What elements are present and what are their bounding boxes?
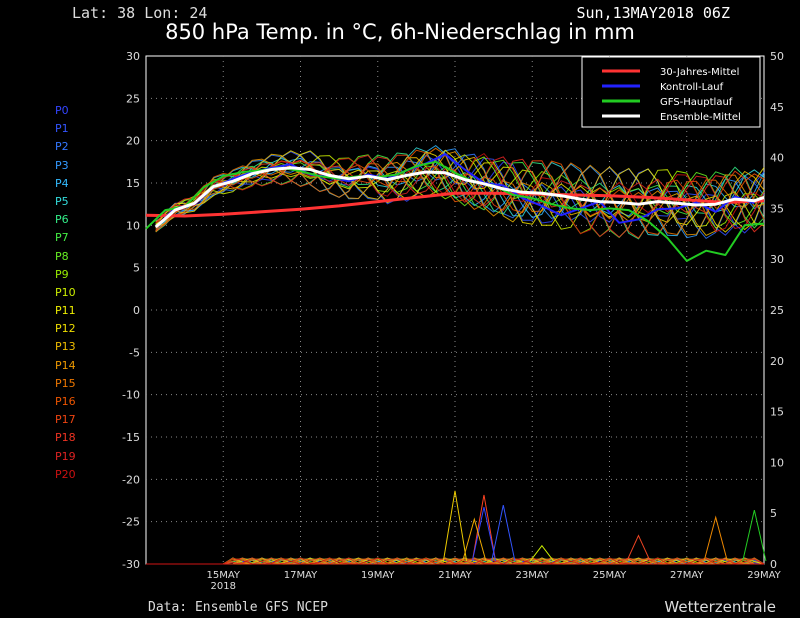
precip-peak: [742, 510, 767, 562]
y-right-tick-label: 20: [770, 355, 784, 368]
member-label: P16: [55, 395, 76, 408]
ensemble-member-line: [155, 150, 765, 233]
precip-peak: [529, 544, 554, 562]
precip-member-line: [146, 557, 764, 565]
y-left-tick-label: 0: [133, 304, 140, 317]
member-label: P8: [55, 249, 69, 263]
precip-peak: [471, 494, 497, 562]
legend-entry-label: 30-Jahres-Mittel: [660, 67, 739, 78]
member-label: P2: [55, 140, 69, 154]
y-left-tick-label: 15: [126, 177, 140, 190]
y-right-tick-label: 25: [770, 304, 784, 317]
ensemble-member-line: [155, 144, 765, 237]
precip-member-line: [146, 557, 765, 565]
x-tick-label: 15MAY: [206, 570, 240, 581]
y-right-tick-label: 5: [770, 507, 777, 520]
y-left-tick-label: 10: [126, 219, 140, 232]
member-label: P1: [55, 122, 69, 136]
member-label: P18: [55, 431, 76, 445]
location-label: Lat: 38 Lon: 24: [72, 4, 208, 22]
y-left-tick-label: -15: [122, 431, 140, 444]
legend-entry-label: GFS-Hauptlauf: [660, 97, 733, 108]
member-label: P9: [55, 267, 69, 281]
y-right-tick-label: 50: [770, 50, 784, 63]
y-right-tick-label: 40: [770, 152, 784, 165]
ensemble-member-line: [155, 151, 765, 236]
member-label: P15: [55, 376, 76, 390]
y-left-tick-label: 20: [126, 135, 140, 148]
x-tick-label: 29MAY: [747, 570, 781, 581]
member-label: P19: [55, 449, 76, 463]
series-line: [145, 191, 765, 218]
member-list: P0 P1 P2 P3 P4 P5 P6 P7 P8 P9 P10 P11 P12 P13 P14 P15 P1…: [55, 102, 76, 484]
data-source-label: Data: Ensemble GFS NCEP: [148, 600, 329, 615]
x-tick-label: 27MAY: [670, 570, 704, 581]
y-right-tick-label: 35: [770, 202, 784, 215]
precip-peak: [442, 490, 468, 562]
member-label: P12: [55, 322, 76, 336]
member-label: P3: [55, 158, 69, 172]
member-label: P20: [55, 467, 76, 481]
precip-peak: [626, 534, 651, 562]
y-left-tick-label: 30: [126, 50, 140, 63]
member-label: P5: [55, 194, 69, 208]
x-tick-label: 19MAY: [361, 570, 395, 581]
series-line: [145, 160, 765, 262]
run-time-label: Sun,13MAY2018 06Z: [576, 4, 730, 22]
member-label: P6: [55, 213, 69, 227]
y-right-tick-label: 45: [770, 101, 784, 114]
precip-peak: [491, 504, 516, 562]
ensemble-member-line: [155, 154, 765, 238]
member-label: P0: [55, 104, 69, 117]
member-label: P13: [55, 340, 76, 354]
member-label: P4: [55, 176, 69, 190]
y-right-tick-label: 10: [770, 456, 784, 469]
brand-label: Wetterzentrale: [664, 598, 776, 616]
y-left-tick-label: -30: [122, 558, 140, 571]
member-label: P17: [55, 413, 76, 427]
member-label: P10: [55, 285, 76, 299]
legend-entry-label: Kontroll-Lauf: [660, 82, 724, 93]
precip-peak: [462, 517, 487, 562]
y-right-tick-label: 0: [770, 558, 777, 571]
y-left-tick-label: -5: [129, 346, 140, 359]
x-tick-label: 17MAY: [284, 570, 318, 581]
ensemble-member-line: [155, 149, 765, 231]
chart-title: 850 hPa Temp. in °C, 6h-Niederschlag in …: [165, 20, 635, 44]
x-tick-label: 25MAY: [593, 570, 627, 581]
x-tick-label: 23MAY: [515, 570, 549, 581]
member-label: P11: [55, 304, 76, 318]
ensemble-member-line: [155, 149, 765, 235]
member-label: P14: [55, 358, 76, 372]
y-right-tick-label: 15: [770, 406, 784, 419]
legend-entry-label: Ensemble-Mittel: [660, 112, 741, 123]
y-left-tick-label: -25: [122, 516, 140, 529]
x-tick-label: 21MAY: [438, 570, 472, 581]
member-label: P7: [55, 231, 69, 245]
y-left-tick-label: 5: [133, 262, 140, 275]
precip-peak: [471, 506, 497, 562]
y-left-tick-label: 25: [126, 92, 140, 105]
y-left-tick-label: -20: [122, 473, 140, 486]
ensemble-member-line: [155, 156, 765, 235]
x-tick-sublabel: 2018: [211, 581, 236, 592]
precip-peak: [703, 515, 728, 562]
y-right-tick-label: 30: [770, 253, 784, 266]
series-line: [154, 166, 765, 229]
y-left-tick-label: -10: [122, 389, 140, 402]
